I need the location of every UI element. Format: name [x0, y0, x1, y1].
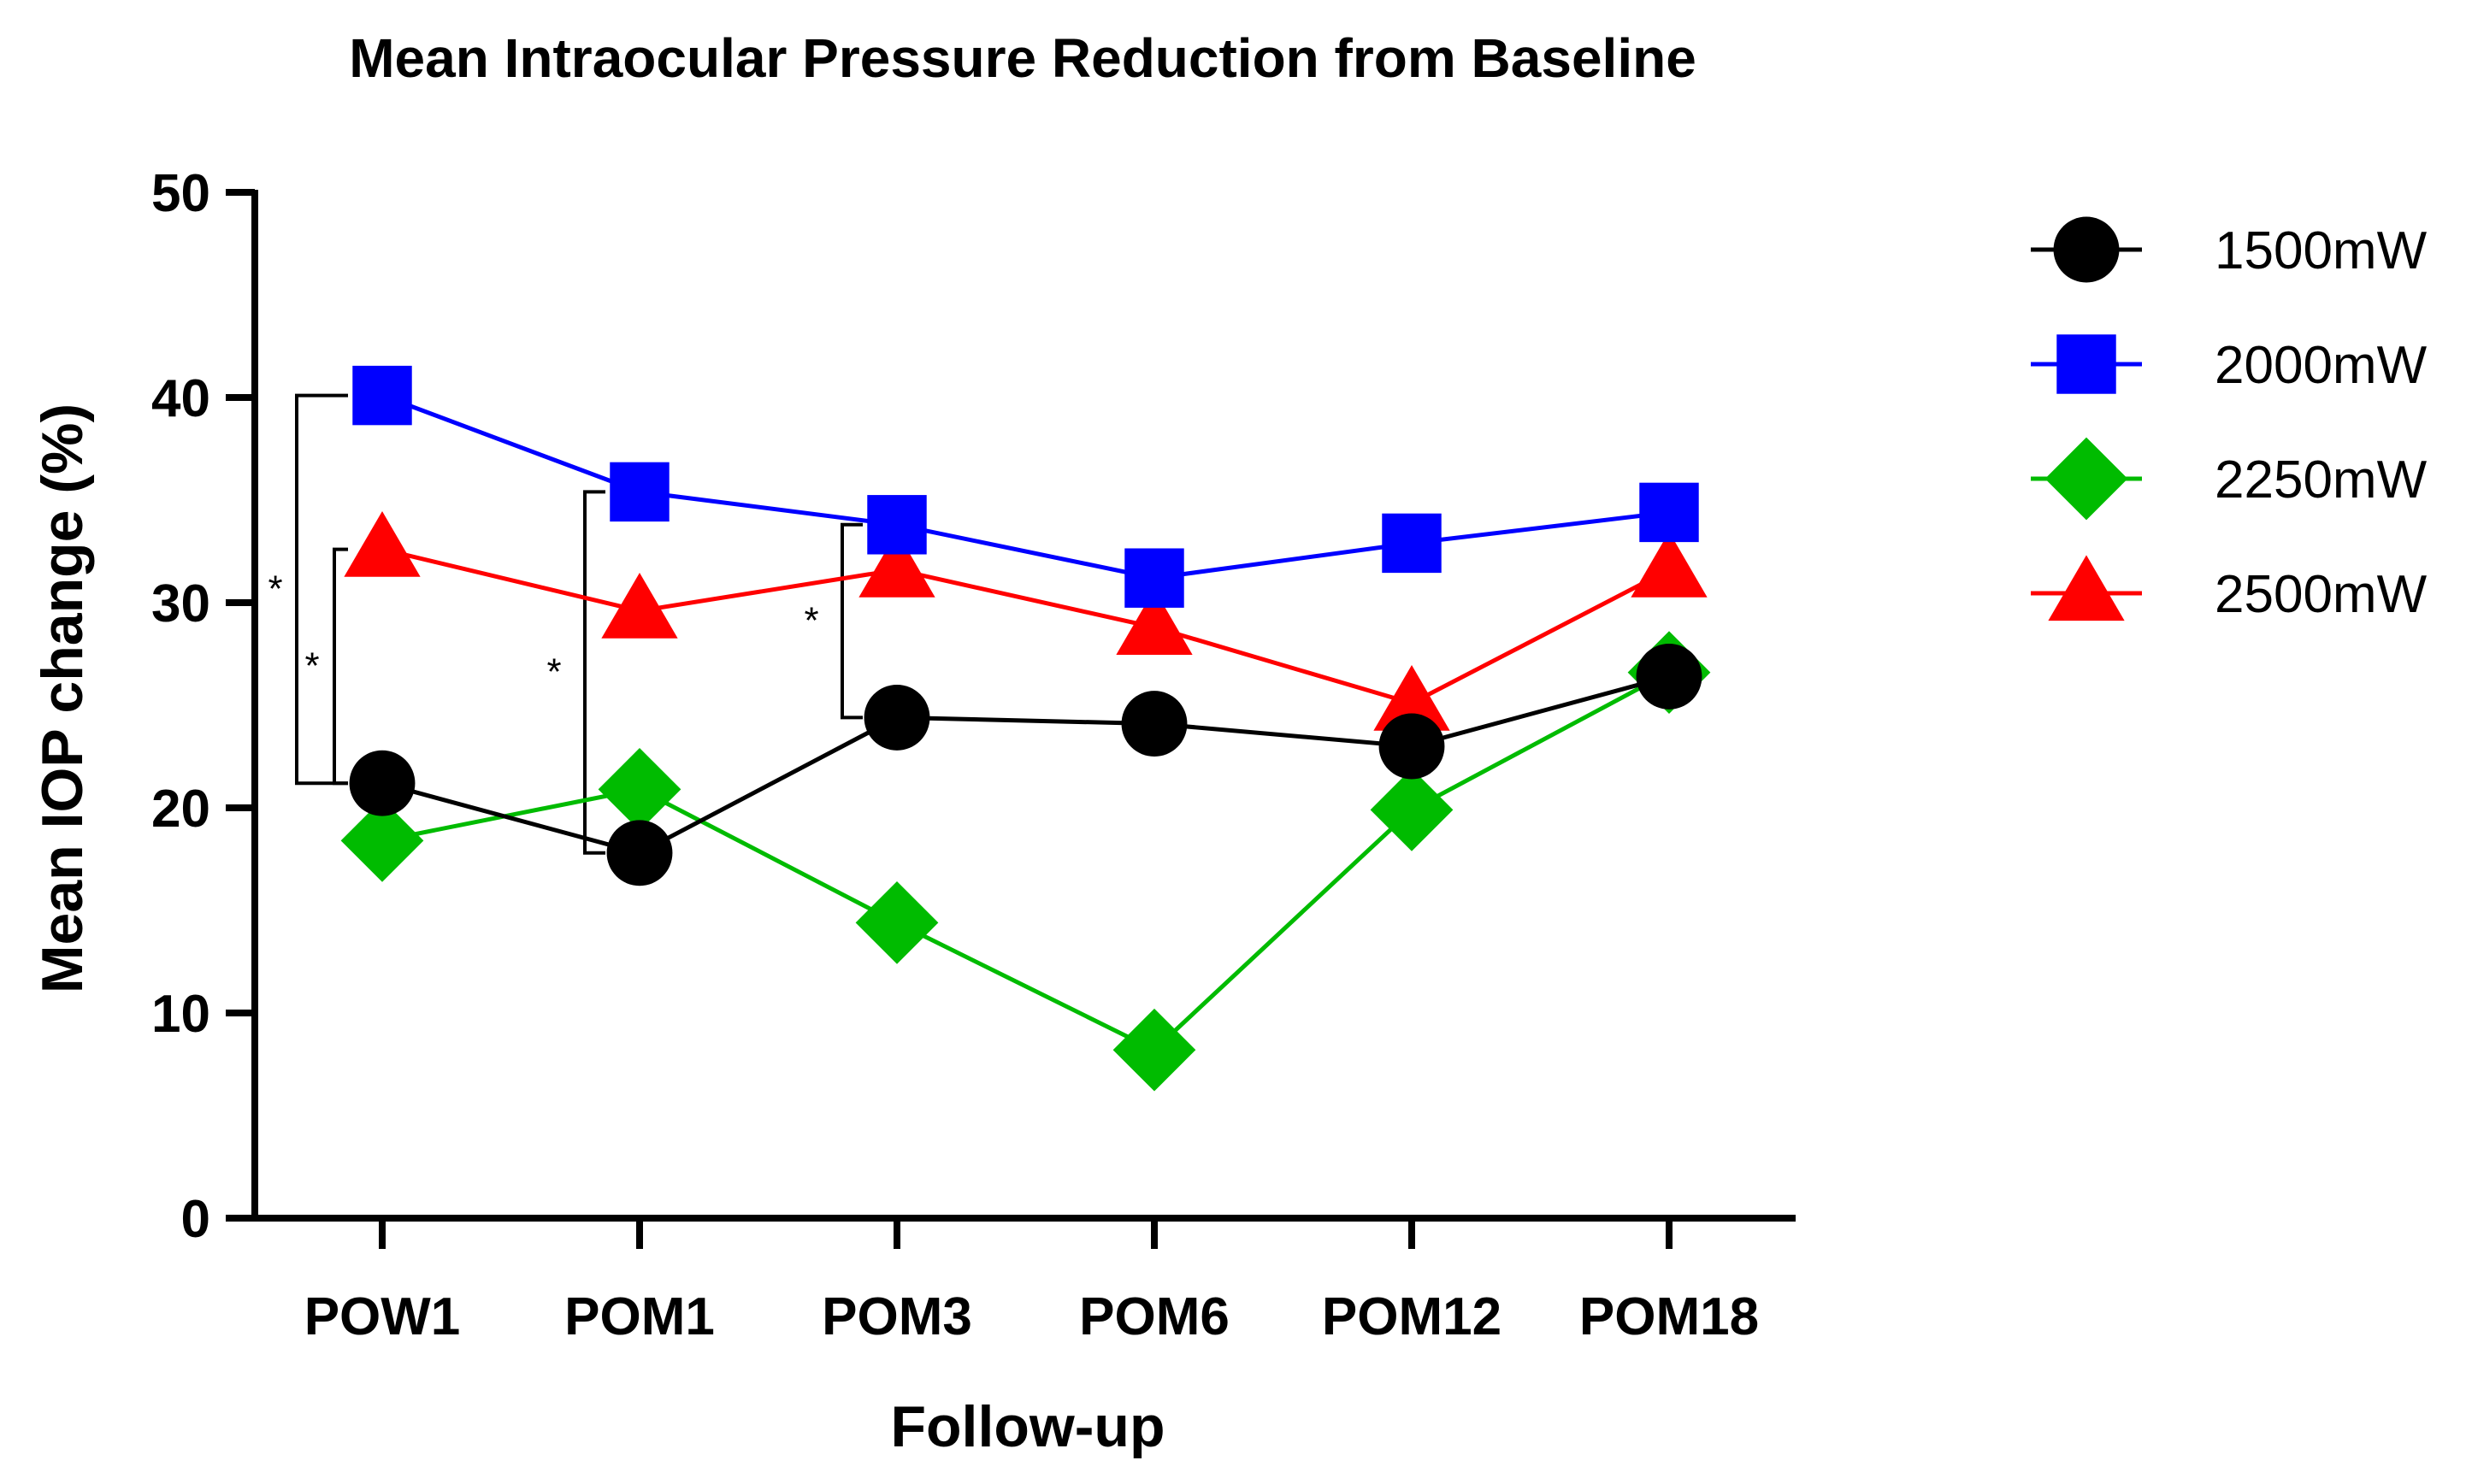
data-point-1500mW-POM3 — [864, 684, 930, 751]
data-point-2500mW-POM18 — [1631, 531, 1708, 598]
data-point-2000mW-POM1 — [610, 462, 670, 522]
y-tick-label-50: 50 — [151, 164, 210, 223]
legend-marker-triangle — [2048, 555, 2125, 621]
significance-bracket — [841, 522, 863, 720]
data-point-2500mW-POW1 — [344, 510, 421, 577]
significance-star: * — [304, 645, 319, 686]
series-line-2500mW — [381, 547, 1671, 706]
series-line-2000mW — [381, 393, 1670, 580]
significance-star: * — [546, 651, 561, 693]
series-2000mW — [352, 365, 1699, 608]
data-point-2000mW-POW1 — [352, 365, 412, 426]
series-2250mW — [340, 631, 1711, 1092]
legend-item-2000mW: 2000mW — [2031, 334, 2428, 395]
x-tick-label-POM3: POM3 — [822, 1287, 972, 1346]
x-tick-label-POM12: POM12 — [1322, 1287, 1501, 1346]
legend-item-2500mW: 2500mW — [2031, 555, 2428, 624]
legend-marker-diamond — [2044, 437, 2128, 521]
data-point-1500mW-POW1 — [349, 750, 416, 816]
legend-label: 2250mW — [2215, 450, 2428, 509]
y-axis-label: Mean IOP change (%) — [30, 403, 95, 993]
legend-label: 2500mW — [2215, 565, 2428, 624]
y-tick-label-30: 30 — [151, 574, 210, 633]
legend-item-2250mW: 2250mW — [2031, 437, 2428, 521]
x-tick-label-POM18: POM18 — [1579, 1287, 1759, 1346]
data-point-2250mW-POM6 — [1112, 1008, 1196, 1092]
significance-star: * — [804, 600, 818, 642]
x-tick-label-POM1: POM1 — [564, 1287, 715, 1346]
data-point-2500mW-POM6 — [1116, 589, 1193, 655]
x-tick-label-POM6: POM6 — [1079, 1287, 1230, 1346]
data-point-2000mW-POM6 — [1124, 548, 1184, 608]
significance-star: * — [268, 568, 282, 610]
data-point-2250mW-POM1 — [598, 748, 681, 831]
series-2500mW — [344, 510, 1708, 731]
legend-item-1500mW: 1500mW — [2031, 216, 2428, 283]
data-point-2000mW-POM18 — [1639, 482, 1699, 543]
y-tick-label-20: 20 — [151, 780, 210, 839]
data-point-1500mW-POM1 — [606, 820, 673, 886]
series-1500mW — [349, 643, 1702, 886]
series-line-1500mW — [381, 674, 1670, 856]
y-tick-label-40: 40 — [151, 369, 210, 428]
data-point-2500mW-POM12 — [1373, 664, 1450, 731]
y-tick-label-10: 10 — [151, 985, 210, 1044]
data-point-2000mW-POM12 — [1382, 513, 1442, 574]
y-tick-label-0: 0 — [181, 1190, 210, 1249]
data-point-2250mW-POM3 — [855, 881, 939, 964]
significance-bracket — [295, 393, 348, 786]
chart-title: Mean Intraocular Pressure Reduction from… — [349, 27, 1696, 89]
legend-marker-square — [2056, 334, 2116, 394]
significance-bracket — [583, 490, 605, 855]
x-axis-label: Follow-up — [890, 1394, 1165, 1459]
data-point-2250mW-POW1 — [340, 799, 424, 882]
data-point-1500mW-POM6 — [1121, 691, 1188, 757]
series-line-2250mW — [381, 670, 1671, 1053]
data-point-2500mW-POM3 — [858, 531, 935, 598]
data-point-2500mW-POM1 — [601, 572, 678, 639]
data-point-1500mW-POM18 — [1636, 643, 1702, 710]
data-point-2000mW-POM3 — [867, 495, 927, 555]
x-tick-label-POW1: POW1 — [304, 1287, 461, 1346]
significance-bracket — [333, 547, 348, 786]
legend-label: 2000mW — [2215, 336, 2428, 395]
legend-marker-circle — [2053, 216, 2120, 283]
data-point-1500mW-POM12 — [1378, 713, 1445, 780]
legend-label: 1500mW — [2215, 221, 2428, 280]
data-point-2250mW-POM12 — [1370, 768, 1454, 851]
